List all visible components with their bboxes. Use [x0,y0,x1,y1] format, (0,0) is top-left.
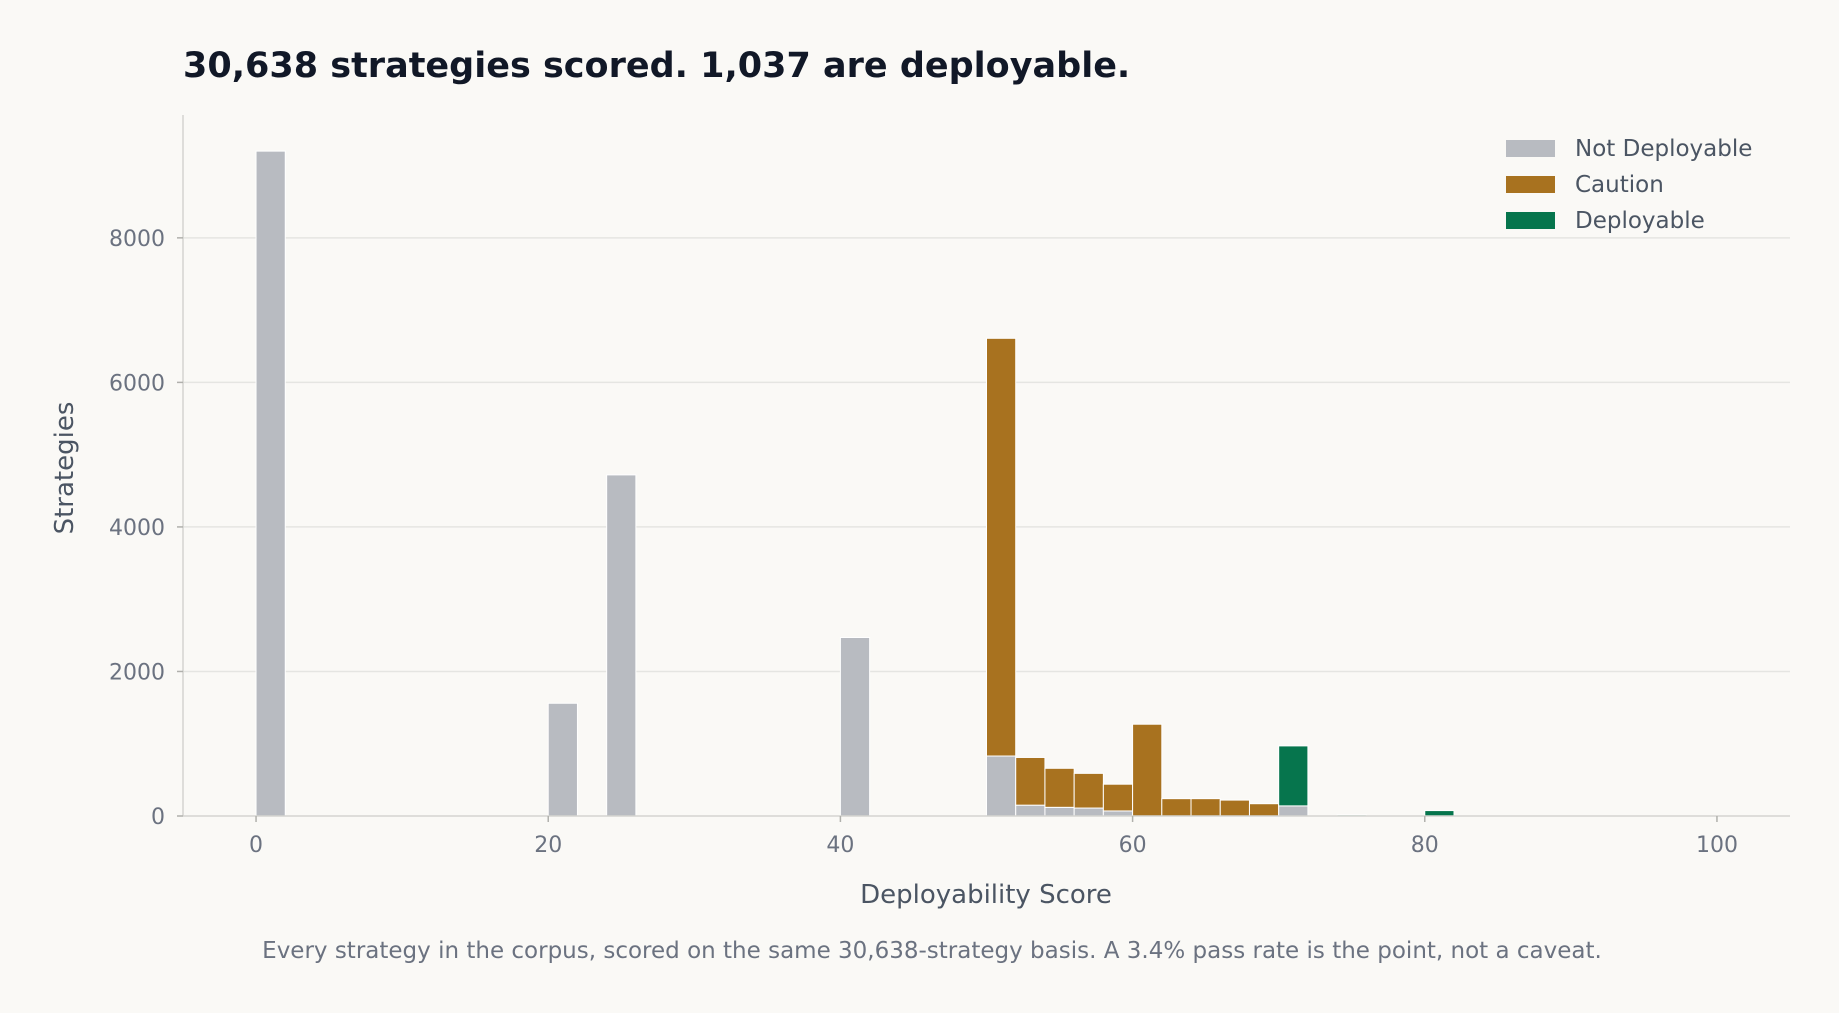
y-tick-label: 2000 [109,660,165,685]
chart-title: 30,638 strategies scored. 1,037 are depl… [183,46,1130,86]
bar-deployable [1424,810,1455,817]
bar-not-deployable [547,702,578,817]
bar-deployable [1278,745,1309,807]
x-axis-ticks: 0 20 40 60 80 100 [249,816,1738,858]
chart-caption: Every strategy in the corpus, scored on … [262,938,1602,964]
bar-not-deployable [839,636,871,817]
bar-not-deployable [1015,804,1046,817]
x-axis-title: Deployability Score [860,880,1112,910]
bar-caution [1190,798,1221,817]
y-tick-label: 4000 [109,516,165,541]
axes [182,115,1790,817]
bar-not-deployable [1044,806,1075,817]
bar-not-deployable [1073,807,1104,817]
legend-label-caution: Caution [1575,172,1664,198]
bars [255,150,1455,817]
bar-not-deployable [606,474,637,817]
bar-caution [1102,783,1134,812]
x-tick-label: 40 [826,833,854,858]
bar-caution [1044,767,1075,808]
legend: Not Deployable Caution Deployable [1506,136,1752,234]
legend-label-not-deployable: Not Deployable [1575,136,1752,162]
legend-swatch-deployable [1506,212,1555,229]
bar-caution [1248,803,1280,817]
x-tick-label: 20 [534,833,562,858]
x-tick-label: 80 [1411,833,1439,858]
bar-caution [1015,756,1046,806]
bar-not-deployable [1102,810,1134,817]
x-tick-label: 0 [249,833,263,858]
legend-swatch-caution [1506,176,1555,193]
bar-caution [1161,798,1192,817]
legend-label-deployable: Deployable [1575,208,1705,234]
y-tick-label: 0 [151,805,165,830]
x-tick-label: 100 [1696,833,1738,858]
x-tick-label: 60 [1119,833,1147,858]
bar-caution [986,337,1017,757]
bar-not-deployable [1278,805,1309,817]
y-tick-label: 6000 [109,371,165,396]
y-axis-ticks: 0 2000 4000 6000 8000 [109,227,183,830]
bar-caution [1073,772,1104,809]
bar-not-deployable [255,150,286,817]
y-tick-label: 8000 [109,227,165,252]
bar-caution [1132,723,1163,817]
y-axis-title: Strategies [50,402,80,535]
bar-caution [1219,799,1250,817]
bar-not-deployable [986,755,1017,817]
legend-swatch-not-deployable [1506,140,1555,157]
